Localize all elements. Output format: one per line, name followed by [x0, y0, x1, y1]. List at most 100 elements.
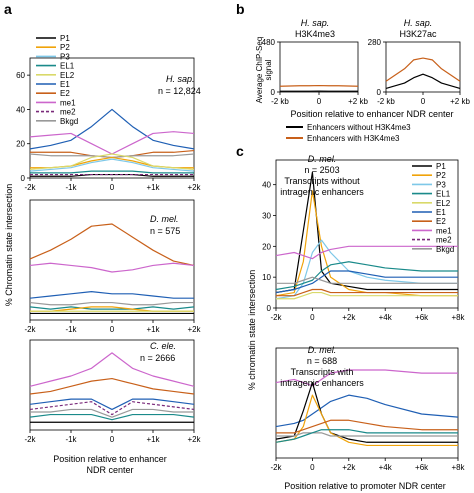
- x-tick-label: 0: [110, 325, 115, 334]
- y-tick-label: 0: [377, 88, 382, 97]
- series-line-e1: [29, 108, 195, 150]
- series-line-e2: [276, 288, 458, 297]
- series-line-e1: [29, 398, 195, 411]
- panel-b-x-axis-label: Position relative to enhancer NDR center: [290, 109, 453, 119]
- y-tick-label: 60: [16, 71, 25, 80]
- series-line-e2: [276, 419, 458, 434]
- x-tick-label: +1k: [146, 435, 160, 444]
- legend-label-el2: EL2: [436, 199, 451, 208]
- x-tick-label: +1k: [146, 183, 160, 192]
- series-line-e1: [275, 270, 458, 294]
- series-line-p3: [29, 158, 195, 172]
- x-tick-label: +8k: [451, 463, 465, 472]
- panel-a-middle-species: D. mel.: [150, 214, 179, 224]
- y-tick-label: 40: [262, 181, 271, 190]
- series-line-bkgd: [276, 432, 458, 437]
- x-tick-label: 0: [310, 313, 315, 322]
- panel-a-bottom-plot: -2k -1k 0 +1k +2k: [24, 339, 202, 444]
- legend-label-p3: P3: [436, 180, 446, 189]
- x-tick-label: +2k: [187, 183, 201, 192]
- panel-label-c: c: [236, 143, 244, 159]
- x-tick-label: 0: [317, 97, 322, 106]
- panel-a-top-n: n = 12,824: [158, 86, 201, 96]
- legend-label-e2: E2: [60, 89, 70, 98]
- panel-a-bottom-species: C. ele.: [150, 341, 176, 351]
- panel-c-bottom-n: n = 688: [307, 356, 337, 366]
- series-line-enhancers-with-h3k4me3: [279, 84, 359, 87]
- x-tick-label: -2k: [24, 435, 36, 444]
- panel-b-legend-label-without: Enhancers without H3K4me3: [307, 123, 411, 132]
- y-tick-label: 20: [262, 242, 271, 251]
- x-tick-label: -2k: [24, 183, 36, 192]
- series-line-e2: [29, 377, 195, 395]
- panel-a-x-axis-label-line2: NDR center: [86, 465, 133, 475]
- series-line-el2: [276, 291, 458, 300]
- panel-b-legend: Enhancers without H3K4me3 Enhancers with…: [286, 123, 411, 143]
- legend-label-bkgd: Bkgd: [436, 245, 454, 254]
- series-line-bkgd: [30, 408, 194, 418]
- series-line-me1: [29, 131, 195, 155]
- y-tick-label: 280: [368, 38, 382, 47]
- series-line-el1: [275, 261, 458, 291]
- legend-label-p2: P2: [436, 171, 446, 180]
- panel-b-right-species: H. sap.: [404, 18, 433, 28]
- panel-a-x-axis-label-line1: Position relative to enhancer: [53, 454, 167, 464]
- series-line-el1: [29, 413, 195, 421]
- series-line-e1: [29, 291, 194, 299]
- x-tick-label: +2k: [342, 313, 356, 322]
- series-line-me1: [29, 262, 195, 273]
- legend-label-el2: EL2: [60, 71, 75, 80]
- legend-label-e1: E1: [60, 80, 70, 89]
- series-line-el2: [29, 153, 195, 171]
- x-tick-label: +2 kb: [348, 97, 368, 106]
- panel-a-bottom-n: n = 2666: [140, 353, 175, 363]
- x-tick-label: -2k: [24, 325, 36, 334]
- x-tick-label: +4k: [379, 463, 393, 472]
- x-tick-label: 0: [310, 463, 315, 472]
- panel-a-top-species: H. sap.: [166, 74, 195, 84]
- x-tick-label: +1k: [146, 325, 160, 334]
- y-tick-label: 10: [262, 273, 271, 282]
- panel-c-x-axis-label: Position relative to promoter NDR center: [284, 481, 446, 491]
- legend-label-el1: EL1: [60, 62, 75, 71]
- x-tick-label: -2k: [270, 463, 282, 472]
- legend-label-e2: E2: [436, 217, 446, 226]
- series-line-enhancers-without-h3k4me3: [385, 73, 461, 90]
- series-line-bkgd: [276, 276, 458, 284]
- legend-label-p3: P3: [60, 52, 70, 61]
- panel-c-bottom-subtitle-1: Transcripts with: [291, 367, 354, 377]
- x-tick-label: -2 kb: [271, 97, 289, 106]
- x-tick-label: +4k: [379, 313, 393, 322]
- panel-b-legend-label-with: Enhancers with H3K4me3: [307, 134, 400, 143]
- series-line-me1: [29, 352, 195, 387]
- panel-c-y-axis-label: % chromatin state intersection: [247, 270, 257, 391]
- plot-frame: [279, 41, 359, 93]
- series-line-bkgd: [29, 301, 194, 306]
- panel-a-middle-plot: -2k -1k 0 +1k +2k: [24, 199, 202, 334]
- x-tick-label: +6k: [415, 313, 429, 322]
- plot-frame: [385, 41, 461, 93]
- x-tick-label: +2 kb: [450, 97, 470, 106]
- x-tick-label: +2k: [187, 435, 201, 444]
- panel-c-bottom-plot: -2k 0 +2k +4k +6k +8k: [270, 347, 466, 472]
- series-line-enhancers-with-h3k4me3: [385, 57, 461, 82]
- panel-b-left-mark: H3K4me3: [295, 29, 335, 39]
- legend-label-p1: P1: [60, 34, 70, 43]
- legend-label-bkgd: Bkgd: [60, 117, 78, 126]
- x-tick-label: +6k: [415, 463, 429, 472]
- series-line-e1: [275, 394, 459, 428]
- y-tick-label: 20: [16, 140, 25, 149]
- panel-c-bottom-species: D. mel.: [308, 345, 337, 355]
- panel-b-y-axis-label-line1: Average ChIP-Seq: [255, 37, 264, 104]
- panel-c-top-subtitle-1: Transcripts without: [284, 176, 360, 186]
- panel-b-y-axis-label-line2: signal: [264, 59, 273, 80]
- x-tick-label: +2k: [187, 325, 201, 334]
- series-line-me2: [29, 401, 195, 416]
- x-tick-label: -1k: [65, 435, 77, 444]
- panel-label-a: a: [4, 1, 12, 17]
- panel-c-top-species: D. mel.: [308, 154, 337, 164]
- x-tick-label: 0: [421, 97, 426, 106]
